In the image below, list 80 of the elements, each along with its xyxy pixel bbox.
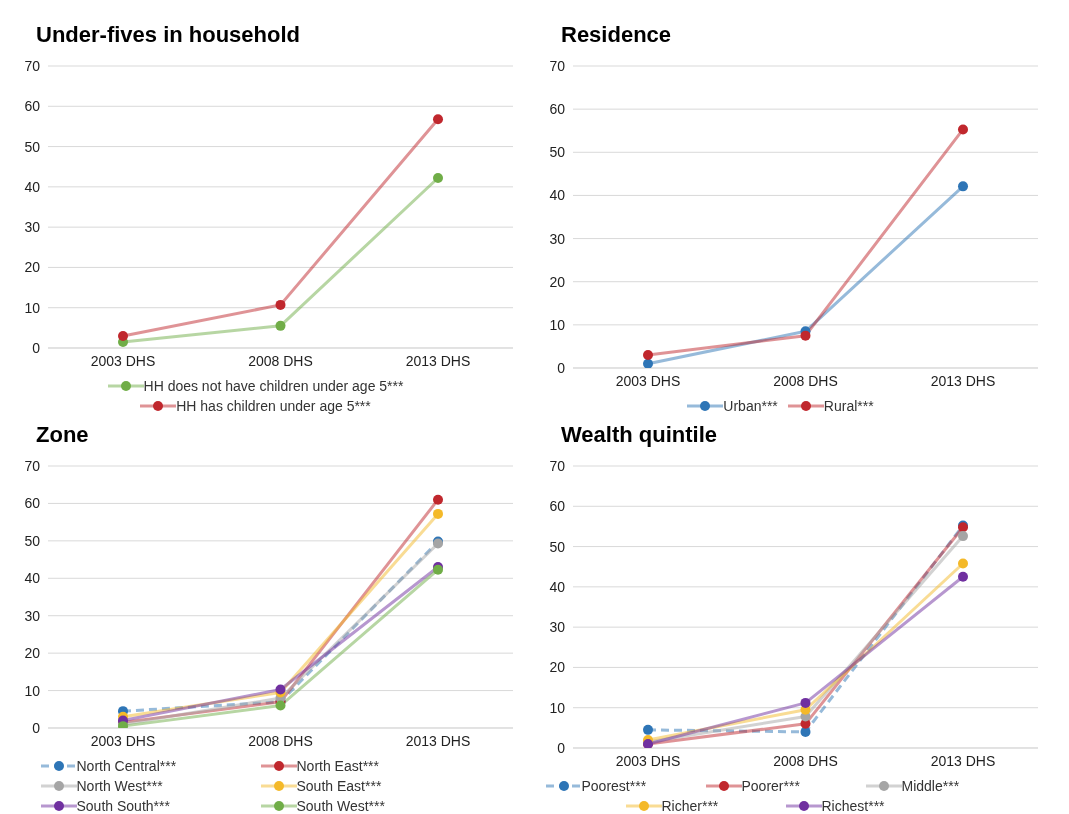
x-tick-label: 2003 DHS [615,752,681,769]
y-tick-label: 0 [557,739,566,756]
point [800,330,811,341]
legend-label: Urban*** [723,398,778,414]
y-tick-label: 50 [549,144,566,161]
y-tick-label: 50 [24,532,41,549]
x-tick-label: 2013 DHS [930,372,996,389]
y-tick-label: 40 [24,570,41,587]
chart-title: Wealth quintile [561,422,718,447]
point [958,181,968,192]
x-tick-label: 2003 DHS [90,732,156,749]
legend-label: Rural*** [823,398,874,414]
y-tick-label: 30 [24,607,41,624]
chart-title: Zone [36,422,89,447]
legend-label: South West*** [296,798,385,814]
x-tick-label: 2013 DHS [405,352,471,369]
y-tick-label: 70 [549,57,566,74]
point [958,124,968,135]
y-tick-label: 10 [549,699,566,716]
x-tick-label: 2013 DHS [405,732,471,749]
y-tick-label: 20 [549,659,566,676]
point [118,330,128,341]
y-tick-label: 50 [549,538,566,555]
y-tick-label: 10 [549,316,566,333]
x-tick-label: 2003 DHS [615,372,681,389]
legend-label: South South*** [76,798,170,814]
y-tick-label: 20 [24,259,41,276]
point [433,172,443,183]
y-tick-label: 0 [32,339,41,356]
legend-label: Middle*** [901,778,960,794]
point [643,350,653,361]
y-tick-label: 30 [549,619,566,636]
y-tick-label: 0 [557,359,566,376]
y-tick-label: 10 [24,299,41,316]
point [433,508,443,519]
legend-label: North West*** [76,778,163,794]
point [433,114,443,125]
chart-title: Under-fives in household [35,21,302,49]
x-tick-label: 2008 DHS [248,732,313,749]
legend-label: HH has children under age 5*** [176,398,371,414]
y-tick-label: 60 [24,98,41,115]
point [643,358,653,368]
point [275,299,286,310]
point [800,697,811,708]
y-tick-label: 70 [24,457,41,474]
point [958,531,968,542]
y-tick-label: 20 [549,273,566,290]
chart-title: Residence [560,21,673,49]
point [643,724,653,735]
legend-label: Poorest*** [581,778,647,794]
x-tick-label: 2008 DHS [248,352,313,369]
legend-label: South East*** [296,778,382,794]
y-tick-label: 70 [549,457,566,474]
x-tick-label: 2008 DHS [773,372,838,389]
point [433,494,443,505]
y-tick-label: 40 [549,578,566,595]
y-tick-label: 10 [24,682,41,699]
y-tick-label: 30 [549,230,566,247]
point [275,320,286,331]
y-tick-label: 60 [549,101,566,118]
y-tick-label: 60 [549,498,566,515]
legend-label: North East*** [296,758,379,774]
point [958,571,968,582]
y-tick-label: 60 [24,495,41,512]
x-tick-label: 2003 DHS [90,352,156,369]
y-tick-label: 0 [32,719,41,736]
legend-label: Richest*** [821,798,885,814]
legend-label: North Central*** [76,758,177,774]
y-tick-label: 20 [24,645,41,662]
y-tick-label: 50 [24,138,41,155]
y-tick-label: 40 [549,187,566,204]
legend-label: Richer*** [661,798,719,814]
y-tick-label: 30 [24,219,41,236]
y-tick-label: 70 [24,57,41,74]
legend-label: HH does not have children under age 5*** [143,378,404,394]
y-tick-label: 40 [24,178,41,195]
x-tick-label: 2008 DHS [773,752,838,769]
x-tick-label: 2013 DHS [930,752,996,769]
point [958,558,968,569]
legend-label: Poorer*** [741,778,800,794]
